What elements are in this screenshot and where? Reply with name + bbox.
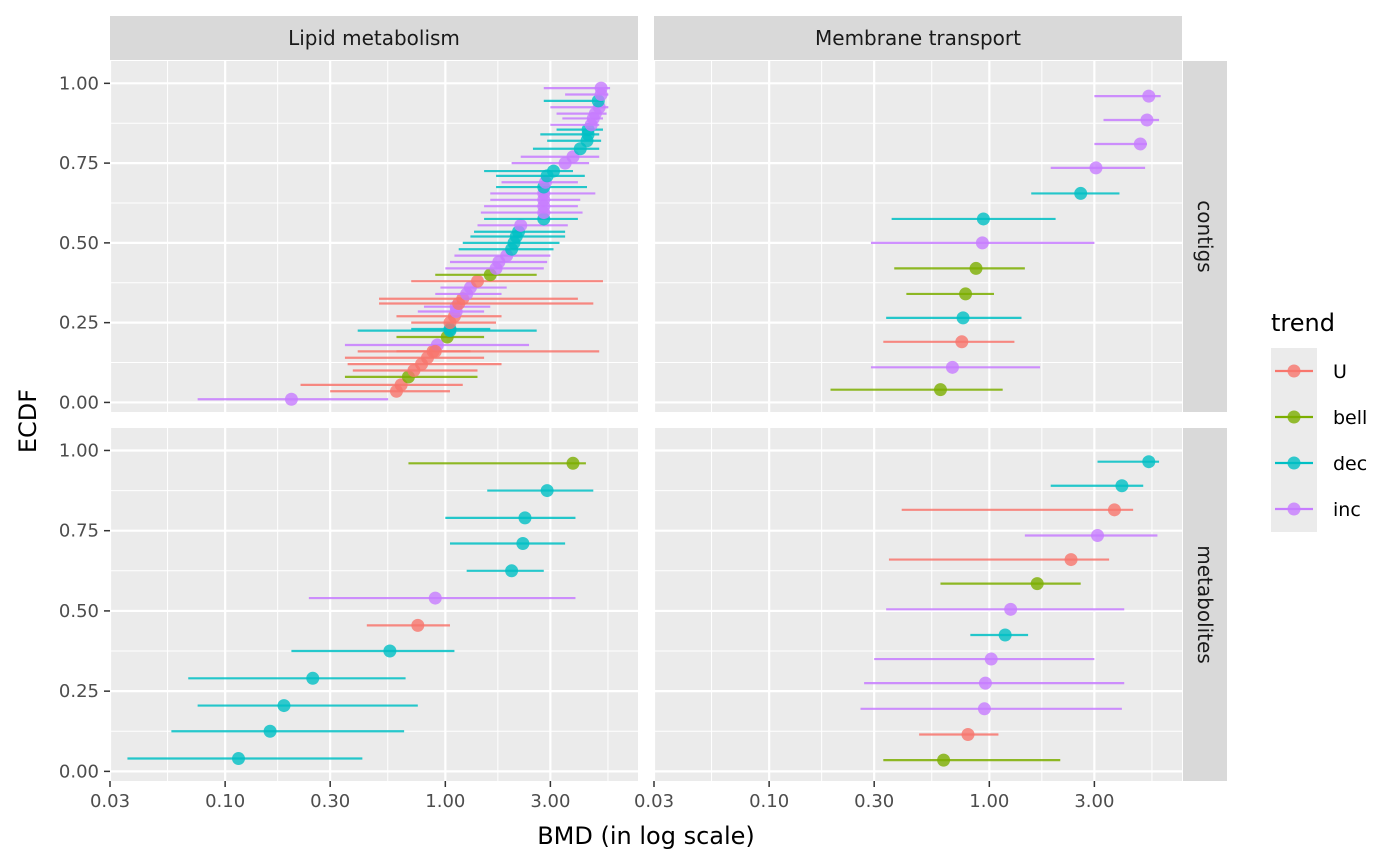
facet-strip-right	[1183, 61, 1227, 412]
point-inc	[1133, 137, 1147, 151]
point-dec	[540, 484, 554, 498]
panel-lipid-metabolism-contigs	[108, 61, 638, 412]
legend-label: U	[1333, 361, 1347, 383]
panel-background	[110, 428, 638, 781]
point-dec	[1074, 186, 1088, 200]
panels	[108, 61, 1182, 781]
legend-item-bell: bell	[1271, 394, 1367, 440]
facet-label-row: metabolites	[1193, 545, 1217, 664]
axes: 0.00 0.25 0.50 0.75 1.00 0.00 0.25 0.50 0.75 1.00…	[59, 73, 1114, 812]
point-dec	[277, 699, 291, 713]
point-U	[961, 727, 975, 741]
point-bell	[937, 753, 951, 767]
point-bell	[969, 261, 983, 275]
x-tick-label: 3.00	[530, 791, 570, 812]
y-tick-label: 1.00	[59, 73, 99, 94]
point-dec	[547, 164, 561, 178]
legend-label: bell	[1333, 407, 1367, 429]
legend-label: dec	[1333, 453, 1367, 475]
point-U	[411, 618, 425, 632]
point-inc	[945, 360, 959, 374]
panel-background	[654, 428, 1182, 781]
y-tick-label: 0.50	[59, 601, 99, 622]
point-U	[428, 344, 442, 358]
point-inc	[1140, 113, 1154, 127]
point-U	[1107, 503, 1121, 517]
y-tick-label: 0.00	[59, 392, 99, 413]
point-inc	[1091, 529, 1105, 543]
point-inc	[978, 676, 992, 690]
point-dec	[263, 724, 277, 738]
x-tick-label: 0.03	[634, 791, 674, 812]
y-tick-label: 0.50	[59, 233, 99, 254]
legend-item-U: U	[1271, 348, 1347, 394]
legend-item-inc: inc	[1271, 486, 1361, 532]
legend-key-point	[1287, 410, 1301, 424]
point-inc	[1089, 161, 1103, 175]
point-inc	[284, 392, 298, 406]
panel-background	[654, 61, 1182, 412]
x-tick-label: 0.10	[749, 791, 789, 812]
point-dec	[383, 644, 397, 658]
y-tick-label: 0.75	[59, 521, 99, 542]
y-axis-title: ECDF	[14, 389, 42, 453]
point-inc	[428, 591, 442, 605]
legend-key-point	[1287, 456, 1301, 470]
point-U	[1064, 553, 1078, 567]
point-inc	[984, 652, 998, 666]
point-inc	[1004, 602, 1018, 616]
x-tick-label: 3.00	[1074, 791, 1114, 812]
x-axis-title: BMD (in log scale)	[537, 822, 755, 850]
y-tick-label: 0.00	[59, 761, 99, 782]
point-inc	[514, 218, 528, 232]
point-dec	[505, 564, 519, 578]
point-dec	[516, 537, 530, 551]
y-tick-label: 0.25	[59, 313, 99, 334]
point-dec	[306, 671, 320, 685]
facet-label-column: Lipid metabolism	[288, 26, 460, 50]
x-tick-label: 0.30	[854, 791, 894, 812]
facet-label-row: contigs	[1193, 200, 1217, 272]
facet-strips: Lipid metabolism Membrane transport contig…	[110, 16, 1227, 781]
point-inc	[594, 81, 608, 95]
facet-strip-top	[654, 16, 1182, 60]
legend-item-dec: dec	[1271, 440, 1367, 486]
y-tick-label: 0.75	[59, 153, 99, 174]
point-dec	[231, 752, 245, 766]
facet-strip-right	[1183, 428, 1227, 781]
panel-membrane-transport-metabolites	[652, 428, 1182, 781]
y-tick-label: 0.25	[59, 681, 99, 702]
facet-label-column: Membrane transport	[815, 26, 1021, 50]
point-inc	[977, 702, 991, 716]
legend-key-point	[1287, 364, 1301, 378]
panel-membrane-transport-contigs	[652, 61, 1182, 412]
x-tick-label: 1.00	[425, 791, 465, 812]
point-inc	[975, 236, 989, 250]
legend-label: inc	[1333, 499, 1361, 521]
legend-title: trend	[1271, 309, 1335, 337]
point-U	[470, 274, 484, 288]
point-dec	[1115, 479, 1129, 493]
point-dec	[956, 311, 970, 325]
point-dec	[998, 628, 1012, 642]
x-tick-label: 1.00	[969, 791, 1009, 812]
point-U	[955, 335, 969, 349]
point-bell	[566, 456, 580, 470]
legend-key-point	[1287, 502, 1301, 516]
point-bell	[1030, 577, 1044, 591]
panel-lipid-metabolism-metabolites	[108, 428, 638, 781]
facet-strip-top	[110, 16, 638, 60]
point-dec	[518, 511, 532, 525]
x-tick-label: 0.10	[205, 791, 245, 812]
y-tick-label: 1.00	[59, 440, 99, 461]
x-tick-label: 0.30	[310, 791, 350, 812]
point-dec	[1142, 455, 1156, 469]
point-bell	[933, 383, 947, 397]
point-inc	[1142, 89, 1156, 103]
x-tick-label: 0.03	[90, 791, 130, 812]
point-dec	[976, 212, 990, 226]
point-bell	[959, 287, 973, 301]
